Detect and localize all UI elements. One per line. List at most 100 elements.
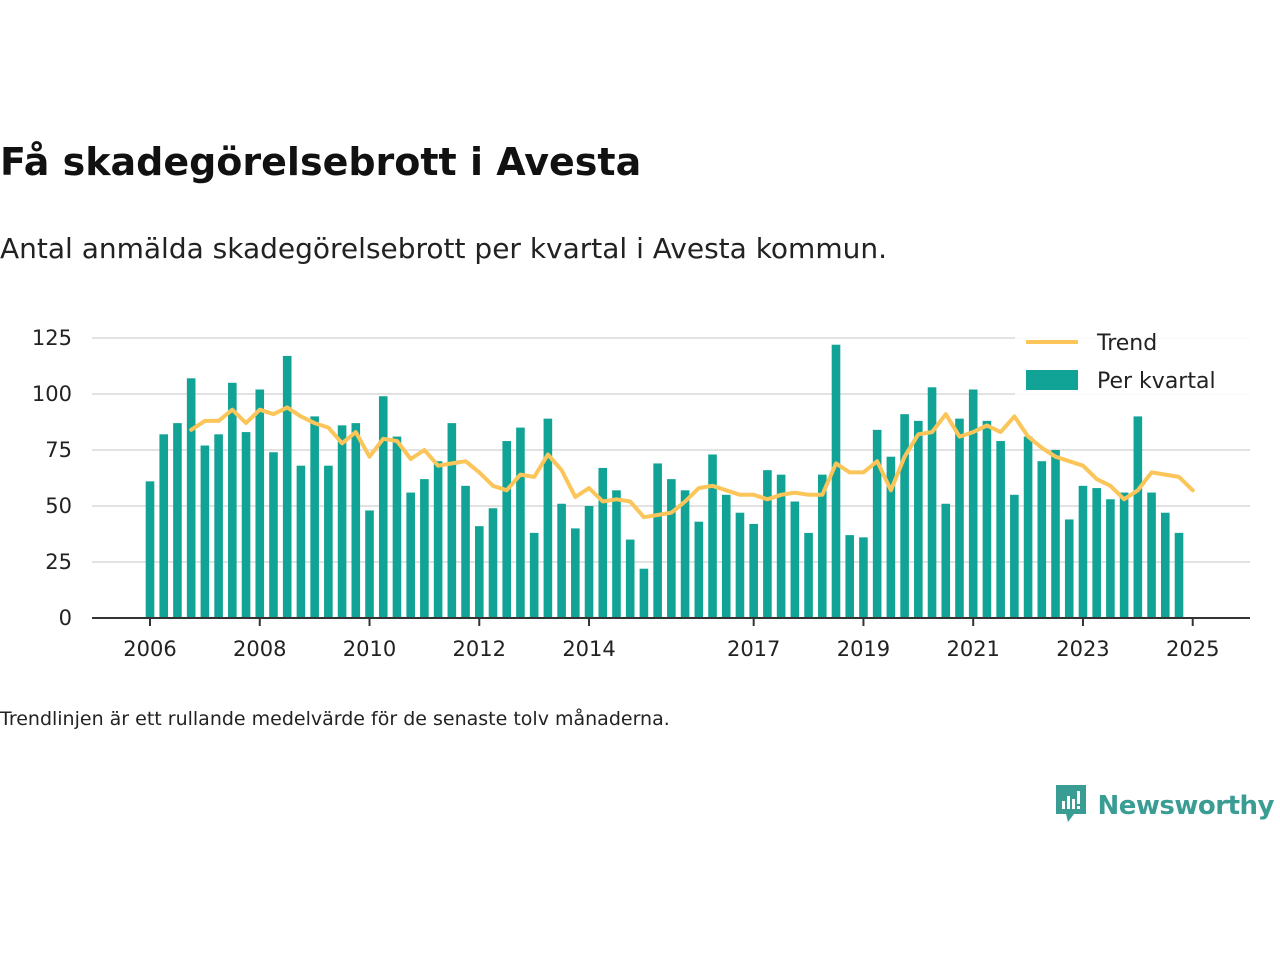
bar <box>159 434 169 618</box>
bar <box>914 420 923 618</box>
bar <box>502 441 512 618</box>
bar <box>433 461 443 618</box>
legend-label-trend: Trend <box>1096 331 1157 356</box>
legend-label-per-kvartal: Per kvartal <box>1097 369 1216 394</box>
bar <box>461 485 470 618</box>
bar <box>1064 519 1074 618</box>
bar <box>474 526 484 618</box>
bar <box>228 382 237 618</box>
bar <box>763 470 772 618</box>
bar <box>406 492 415 618</box>
legend-bar-swatch <box>1026 370 1078 390</box>
bar <box>749 523 758 618</box>
legend: Trend Per kvartal <box>1015 325 1250 403</box>
bar <box>269 452 278 618</box>
bar <box>310 416 319 618</box>
bar <box>214 434 223 618</box>
bar <box>598 467 608 618</box>
bar <box>845 535 855 618</box>
bar <box>296 465 306 618</box>
brand-logo[interactable]: Newsworthy <box>1054 784 1275 828</box>
bar <box>378 396 388 618</box>
bar <box>680 490 690 618</box>
bar <box>1051 450 1060 618</box>
y-tick-label: 125 <box>32 326 72 350</box>
x-tick-label: 2006 <box>123 637 176 661</box>
trend-line-layer <box>189 405 1195 520</box>
bar <box>735 512 745 618</box>
bar <box>145 481 155 618</box>
bar <box>173 423 182 618</box>
bar <box>557 503 566 618</box>
y-axis-ticks: 0 25 50 75 100 125 <box>32 326 72 630</box>
bar <box>886 456 896 618</box>
bar <box>282 355 292 618</box>
bar <box>420 479 429 618</box>
bar <box>241 432 251 618</box>
bars <box>145 344 1184 618</box>
brand-name: Newsworthy <box>1097 791 1275 821</box>
x-tick-label: 2025 <box>1166 637 1219 661</box>
bar <box>982 420 992 618</box>
x-tick-label: 2014 <box>562 637 615 661</box>
bar <box>872 429 882 618</box>
bar <box>1037 461 1047 618</box>
bar <box>955 418 964 618</box>
bar <box>927 387 937 618</box>
quarterly-bar-chart: 0 25 50 75 100 125 2006 2008 2010 2012 2014 2017 20… <box>32 325 1250 661</box>
bar <box>392 436 402 618</box>
bar <box>571 528 580 618</box>
bar <box>694 521 704 618</box>
bar <box>255 389 265 618</box>
bar <box>612 490 621 618</box>
x-tick-label: 2023 <box>1056 637 1109 661</box>
bar <box>324 465 333 618</box>
chart-title: Få skadegörelsebrott i Avesta <box>0 140 642 184</box>
y-tick-label: 100 <box>32 382 72 406</box>
bar <box>1160 512 1170 618</box>
bar <box>1133 416 1143 618</box>
bar <box>543 418 553 618</box>
bar <box>639 568 649 618</box>
x-tick-label: 2008 <box>233 637 286 661</box>
bar <box>1092 488 1101 618</box>
bar <box>447 423 457 618</box>
bar <box>1078 485 1088 618</box>
y-tick-label: 0 <box>59 606 72 630</box>
bar <box>708 454 717 618</box>
bar <box>817 474 827 618</box>
footnote: Trendlinjen är ett rullande medelvärde f… <box>0 708 670 730</box>
bar <box>488 508 498 618</box>
x-tick-label: 2010 <box>343 637 396 661</box>
bar <box>1147 492 1156 618</box>
bar <box>900 414 909 618</box>
x-axis-ticks: 2006 2008 2010 2012 2014 2017 2019 2021 2023 2025 <box>123 618 1219 661</box>
bar <box>337 425 347 618</box>
x-tick-label: 2021 <box>946 637 999 661</box>
bar <box>790 501 800 618</box>
bar <box>996 441 1005 618</box>
bar <box>968 389 978 618</box>
bar <box>667 479 676 618</box>
bar <box>804 532 813 618</box>
bar <box>1010 494 1019 618</box>
bar <box>516 427 525 618</box>
bar <box>625 539 635 618</box>
newsworthy-logo-icon <box>1054 784 1088 828</box>
y-tick-label: 50 <box>45 494 72 518</box>
bar <box>721 494 731 618</box>
bar <box>200 445 210 618</box>
x-tick-label: 2017 <box>727 637 780 661</box>
x-tick-label: 2012 <box>453 637 506 661</box>
bar <box>653 463 662 618</box>
bar <box>1106 499 1115 618</box>
bar <box>584 506 594 618</box>
bar <box>529 532 539 618</box>
trend-line <box>189 405 1195 520</box>
chart-subtitle: Antal anmälda skadegörelsebrott per kvar… <box>0 232 888 265</box>
y-tick-label: 75 <box>45 438 72 462</box>
bar <box>365 510 374 618</box>
bar <box>776 474 786 618</box>
bar <box>1174 532 1184 618</box>
y-tick-label: 25 <box>45 550 72 574</box>
